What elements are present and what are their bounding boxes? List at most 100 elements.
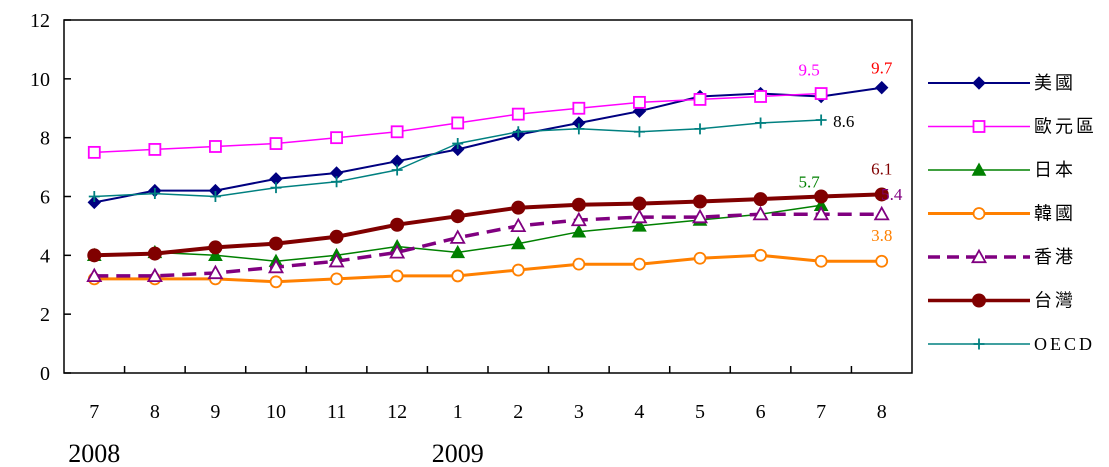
- x-tick-label: 2: [513, 401, 523, 423]
- series-line: [94, 253, 882, 284]
- legend-marker: [972, 120, 986, 133]
- data-point: [451, 116, 465, 130]
- data-point: [873, 205, 890, 221]
- data-point: [754, 90, 767, 103]
- legend-marker: [973, 338, 985, 350]
- data-point: [815, 114, 827, 126]
- x-year-label: 2009: [432, 439, 484, 467]
- legend-item: 香港: [928, 247, 1076, 267]
- data-label: 8.6: [833, 112, 854, 131]
- data-point: [330, 131, 343, 145]
- data-label: 3.8: [871, 226, 892, 245]
- data-point: [269, 275, 283, 289]
- y-tick-label: 6: [40, 187, 50, 209]
- data-point: [691, 208, 709, 224]
- data-point: [209, 140, 222, 153]
- data-labels: 9.7 9.5 5.7 3.8 5.4 6.1 8.6: [799, 59, 903, 246]
- data-point: [87, 248, 102, 263]
- data-point: [875, 80, 889, 95]
- data-point: [208, 240, 223, 255]
- data-point: [390, 269, 404, 283]
- data-point: [208, 247, 223, 262]
- data-point: [207, 264, 224, 280]
- legend-item: 歐元區: [928, 117, 1097, 137]
- data-point: [451, 269, 465, 283]
- data-point: [88, 191, 100, 202]
- data-point: [209, 191, 221, 202]
- data-point: [571, 197, 586, 212]
- y-tick-label: 0: [40, 363, 50, 385]
- data-point: [693, 93, 707, 106]
- data-point: [451, 142, 465, 157]
- data-point: [449, 229, 466, 244]
- data-point: [450, 244, 466, 259]
- legend-item: OECD: [928, 334, 1095, 354]
- data-point: [149, 188, 161, 200]
- data-point: [390, 125, 404, 139]
- data-point: [390, 217, 405, 232]
- data-label: 9.5: [799, 61, 820, 80]
- y-tick-label: 12: [30, 10, 50, 32]
- data-point: [510, 217, 527, 233]
- x-tick-label: 9: [210, 401, 220, 423]
- data-point: [633, 257, 646, 271]
- series-line: [94, 192, 882, 258]
- x-tick-label: 3: [574, 401, 584, 423]
- y-tick-label: 2: [40, 304, 50, 326]
- data-point: [148, 143, 162, 156]
- x-tick-label: 1: [453, 401, 463, 423]
- data-point: [391, 164, 403, 176]
- x-tick-label: 7: [816, 401, 826, 423]
- data-point: [633, 126, 645, 138]
- data-point: [267, 258, 285, 274]
- y-tick-label: 10: [30, 69, 50, 91]
- legend-label: OECD: [1034, 334, 1095, 354]
- data-point: [632, 196, 647, 211]
- data-point: [694, 123, 706, 135]
- data-point: [511, 263, 525, 277]
- data-point: [452, 138, 464, 150]
- x-tick-label: 4: [634, 401, 644, 423]
- data-point: [269, 137, 283, 150]
- data-point: [331, 176, 343, 188]
- legend-marker: [972, 293, 986, 308]
- data-point: [813, 205, 830, 221]
- x-tick-label: 8: [150, 401, 160, 423]
- legend-label: 美國: [1034, 73, 1076, 93]
- data-point: [511, 200, 526, 215]
- x-year-label: 2008: [68, 439, 120, 467]
- data-point: [754, 248, 767, 262]
- data-point: [512, 126, 524, 138]
- legend-item: 台灣: [928, 291, 1076, 311]
- x-tick-label: 10: [266, 401, 286, 423]
- x-tick-label: 11: [327, 401, 346, 423]
- data-point: [874, 187, 889, 202]
- legend-item: 日本: [928, 160, 1076, 180]
- legend-marker: [971, 162, 987, 176]
- x-tick-label: 5: [695, 401, 705, 423]
- data-point: [631, 208, 648, 224]
- legend-label: 歐元區: [1034, 117, 1097, 137]
- y-tick-label: 8: [40, 128, 50, 150]
- data-point: [147, 246, 162, 261]
- data-point: [875, 254, 889, 268]
- data-point: [86, 267, 103, 283]
- x-tick-label: 8: [877, 401, 887, 423]
- data-point: [146, 267, 163, 283]
- series-歐元區: [87, 87, 828, 159]
- data-point: [570, 211, 587, 227]
- legend-label: 香港: [1034, 247, 1076, 267]
- data-point: [753, 192, 768, 207]
- legend-label: 台灣: [1034, 291, 1076, 311]
- data-point: [632, 218, 647, 232]
- series-group: [86, 80, 890, 289]
- legend-label: 日本: [1034, 160, 1076, 180]
- series-OECD: [88, 114, 827, 202]
- data-label: 9.7: [871, 59, 893, 78]
- series-台灣: [87, 187, 889, 263]
- data-point: [814, 254, 828, 268]
- legend-marker: [970, 248, 988, 264]
- x-tick-label: 12: [387, 401, 407, 423]
